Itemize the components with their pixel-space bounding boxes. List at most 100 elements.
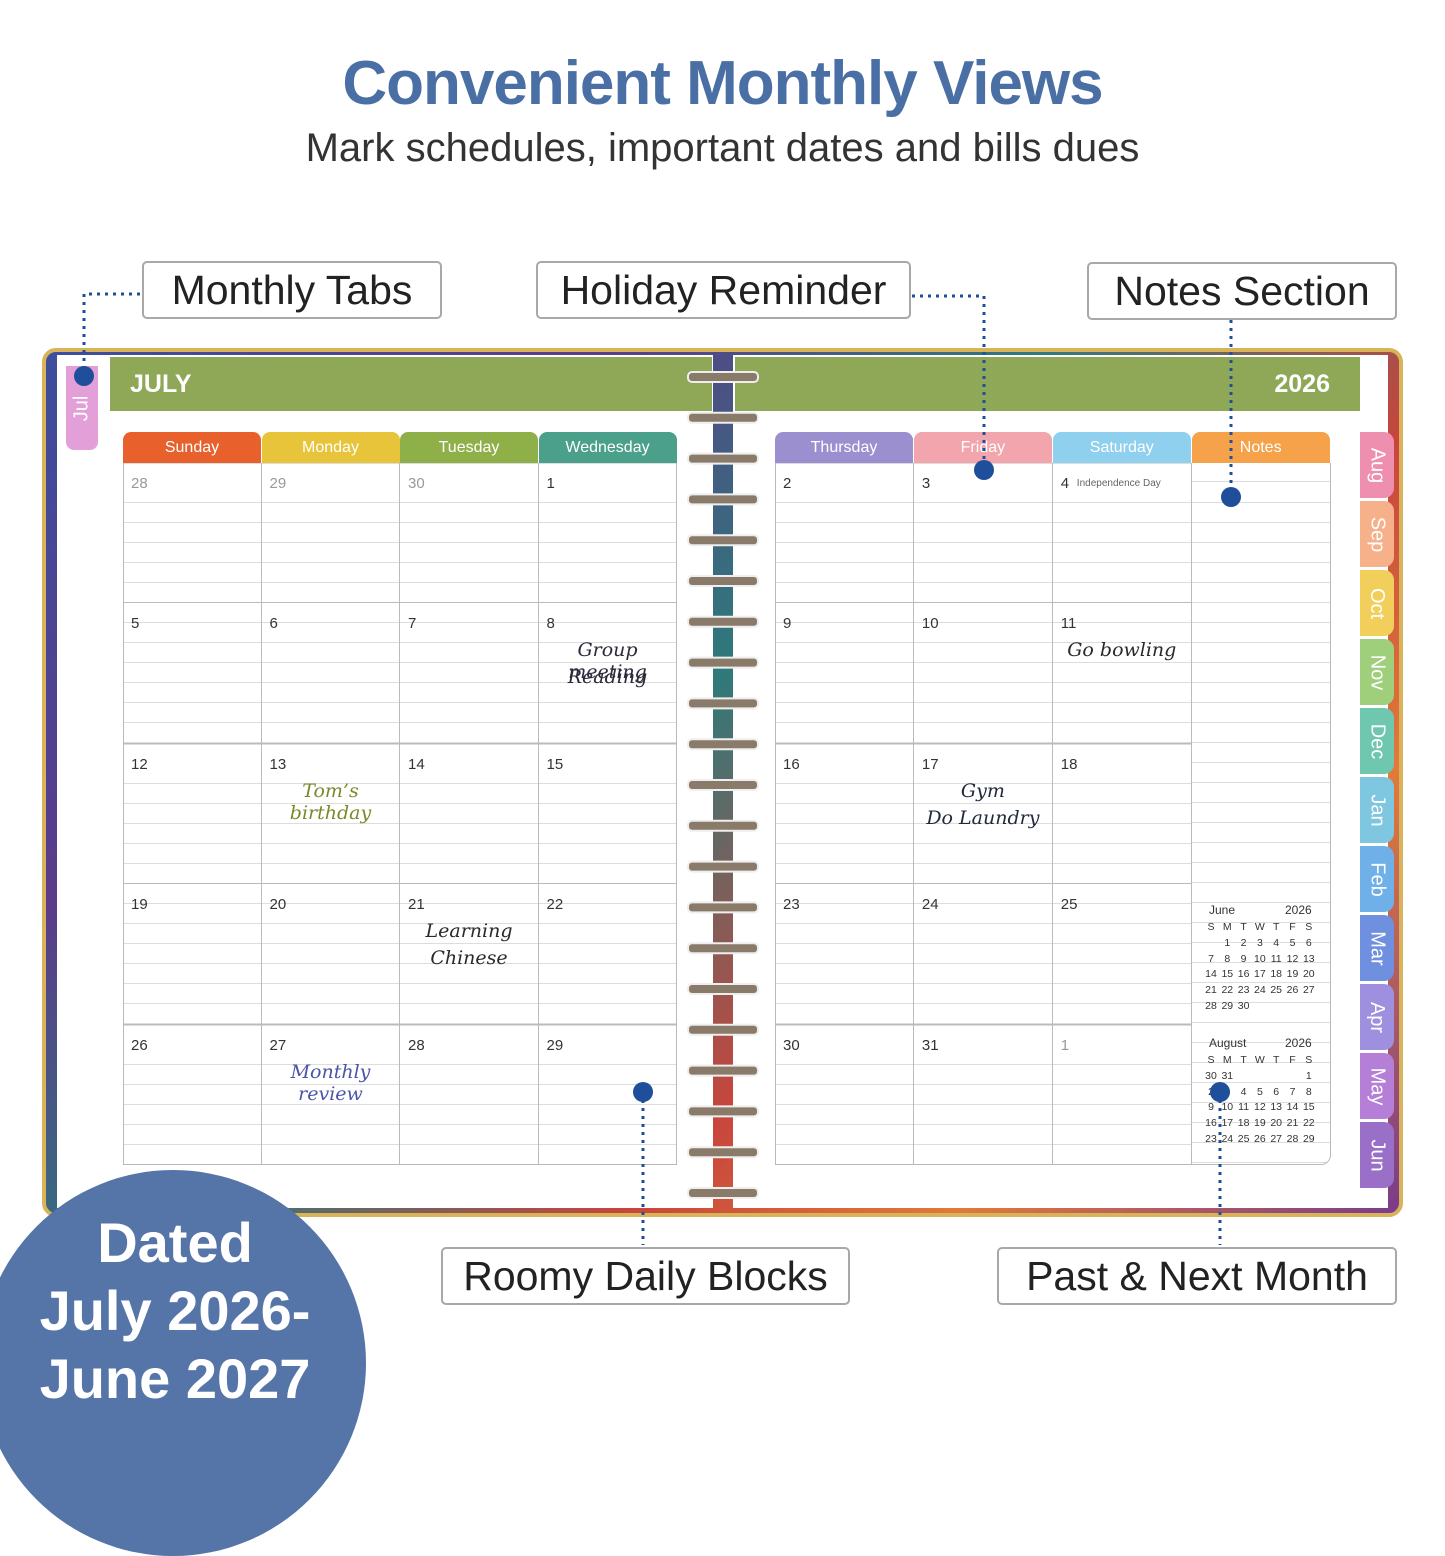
mini-day: 24 — [1254, 984, 1266, 997]
date-number: 28 — [408, 1036, 425, 1054]
mini-day: 6 — [1273, 1085, 1280, 1098]
day-cell — [1052, 1024, 1192, 1165]
mini-day: 6 — [1305, 937, 1312, 949]
spiral-ring — [687, 901, 759, 914]
day-header: Monday — [261, 432, 400, 463]
mini-weekday: W — [1254, 1054, 1265, 1066]
spiral-ring — [687, 534, 759, 547]
handwritten-note: Tom’s birthday — [289, 779, 372, 824]
tab-label: Jun — [1366, 1138, 1389, 1172]
day-header: Saturday — [1052, 432, 1191, 463]
mini-day: 9 — [1240, 952, 1247, 965]
mini-day: 7 — [1289, 1085, 1296, 1098]
day-cell — [400, 743, 539, 885]
mini-day: 25 — [1270, 984, 1283, 997]
date-number: 1 — [1060, 1036, 1070, 1054]
spiral-ring — [687, 452, 759, 465]
mini-day: 23 — [1237, 984, 1250, 997]
day-cell — [538, 603, 677, 744]
mini-day: 20 — [1270, 1117, 1283, 1130]
mini-day: 11 — [1270, 952, 1282, 965]
date-number: 2 — [783, 475, 792, 492]
month-tab: Feb — [1360, 846, 1394, 912]
callout: Roomy Daily Blocks — [441, 1247, 850, 1305]
badge-line: Dated — [97, 1211, 253, 1274]
tab-label: Sep — [1366, 516, 1389, 552]
spiral-ring — [687, 860, 759, 873]
notes-column — [1191, 463, 1331, 1165]
month-band: JULY — [110, 357, 712, 411]
badge-line: July 2026- — [39, 1279, 311, 1342]
day-cell — [913, 1024, 1053, 1165]
mini-day: 27 — [1302, 984, 1315, 997]
mini-day: 1 — [1305, 1070, 1312, 1082]
title: Convenient Monthly Views — [342, 49, 1103, 118]
handwritten-note: Monthly review — [290, 1060, 371, 1105]
mini-day: 19 — [1286, 968, 1299, 981]
mini-day: 10 — [1254, 952, 1266, 965]
day-cell — [400, 603, 539, 744]
day-header: Friday — [913, 432, 1052, 463]
spiral-ring — [687, 1146, 759, 1159]
subtitle: Mark schedules, important dates and bill… — [305, 126, 1140, 170]
handwritten-note: Learning — [425, 920, 513, 943]
day-cell — [261, 884, 400, 1025]
spiral — [687, 371, 759, 1199]
date-number: 1 — [546, 475, 555, 492]
mini-day: 15 — [1221, 968, 1234, 981]
date-number: 29 — [546, 1036, 564, 1054]
mini-year: 2026 — [1285, 903, 1312, 917]
page: Convenient Monthly Views Mark schedules,… — [0, 49, 1403, 1556]
mini-day: 11 — [1238, 1101, 1250, 1114]
spiral-ring — [687, 656, 759, 669]
day-cell — [913, 743, 1053, 885]
spiral-ring — [687, 983, 759, 995]
mini-day: 12 — [1254, 1101, 1266, 1114]
day-cell — [538, 463, 677, 604]
day-cell — [775, 463, 914, 604]
day-cell — [913, 603, 1053, 744]
mini-day: 19 — [1254, 1117, 1266, 1130]
month-tab: Aug — [1360, 432, 1394, 498]
mini-day: 1 — [1224, 937, 1231, 949]
date-number: 12 — [131, 755, 148, 773]
mini-weekday: F — [1289, 921, 1296, 933]
day-cell — [775, 603, 914, 744]
mini-day: 21 — [1205, 984, 1217, 997]
month-tab: Jun — [1360, 1122, 1394, 1188]
day-cell — [775, 743, 914, 885]
mini-day: 18 — [1270, 968, 1283, 981]
mini-day: 13 — [1270, 1101, 1283, 1114]
day-cell — [913, 463, 1053, 604]
mini-day: 21 — [1286, 1117, 1299, 1130]
callout: Past & Next Month — [997, 1247, 1397, 1305]
day-header: Wednesday — [538, 432, 677, 463]
mini-day: 16 — [1205, 1117, 1217, 1130]
date-number: 18 — [1060, 755, 1078, 773]
year-band: 2026 — [735, 357, 1360, 411]
spiral-ring — [687, 615, 759, 628]
tab-label: Aug — [1366, 447, 1389, 483]
month-tab: Sep — [1360, 501, 1394, 567]
mini-day: 13 — [1302, 952, 1315, 965]
date-number: 15 — [546, 755, 564, 773]
mini-day: 7 — [1208, 952, 1214, 965]
mini-day: 15 — [1302, 1101, 1315, 1114]
mini-day: 2 — [1240, 937, 1247, 949]
mini-day: 27 — [1270, 1132, 1283, 1145]
mini-day: 17 — [1221, 1117, 1234, 1130]
callout: Holiday Reminder — [536, 261, 911, 319]
tab-label: Oct — [1366, 587, 1389, 619]
date-number: 22 — [546, 896, 564, 914]
day-cell — [400, 1024, 539, 1165]
day-cell — [1052, 743, 1192, 885]
mini-day: 3 — [1256, 937, 1263, 949]
date-number: 27 — [269, 1036, 287, 1054]
mini-weekday: M — [1222, 1054, 1232, 1066]
mini-day: 29 — [1221, 999, 1234, 1012]
mini-day: 10 — [1221, 1101, 1234, 1114]
day-cell — [1052, 603, 1192, 744]
day-header: Sunday — [123, 432, 261, 463]
mini-day: 8 — [1224, 952, 1231, 965]
day-cell — [123, 463, 262, 604]
